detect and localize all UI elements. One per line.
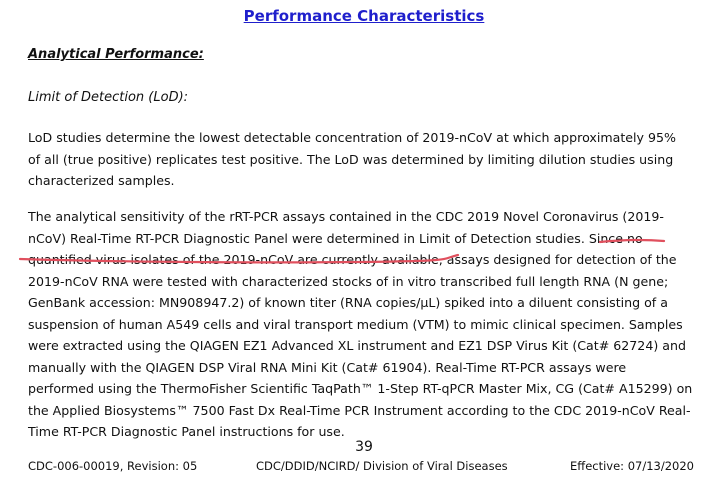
text-line: characterized samples.	[28, 173, 175, 188]
text-line: the Applied Biosystems™ 7500 Fast Dx Rea…	[28, 402, 691, 418]
text-line: suspension of human A549 cells and viral…	[28, 316, 683, 332]
text-line: manually with the QIAGEN DSP Viral RNA M…	[28, 359, 627, 375]
text-line: quantified virus isolates of the 2019-nC…	[28, 252, 677, 267]
section-heading: Analytical Performance:	[28, 47, 204, 62]
text-line: of all (true positive) replicates test p…	[28, 151, 674, 167]
footer-division: CDC/DDID/NCIRD/ Division of Viral Diseas…	[256, 459, 508, 473]
text-line: performed using the ThermoFisher Scienti…	[28, 381, 693, 396]
text-line: The analytical sensitivity of the rRT-PC…	[28, 209, 664, 224]
paragraph-lod-definition: LoD studies determine the lowest detecta…	[28, 127, 708, 192]
subsection-heading: Limit of Detection (LoD):	[28, 90, 189, 105]
page-number: 39	[355, 439, 373, 455]
paragraph-analytical-sensitivity: The analytical sensitivity of the rRT-PC…	[28, 206, 708, 443]
text-line: LoD studies determine the lowest detecta…	[28, 130, 676, 145]
text-line: nCoV) Real-Time RT-PCR Diagnostic Panel …	[28, 230, 643, 246]
text-line: 2019-nCoV RNA were tested with character…	[28, 273, 669, 289]
page-title: Performance Characteristics	[243, 7, 485, 25]
footer-document-id: CDC-006-00019, Revision: 05	[28, 459, 198, 473]
text-line: GenBank accession: MN908947.2) of known …	[28, 295, 668, 310]
text-line: Time RT-PCR Diagnostic Panel instruction…	[28, 424, 345, 439]
footer-effective-date: Effective: 07/13/2020	[570, 459, 694, 473]
text-line: were extracted using the QIAGEN EZ1 Adva…	[28, 338, 686, 353]
